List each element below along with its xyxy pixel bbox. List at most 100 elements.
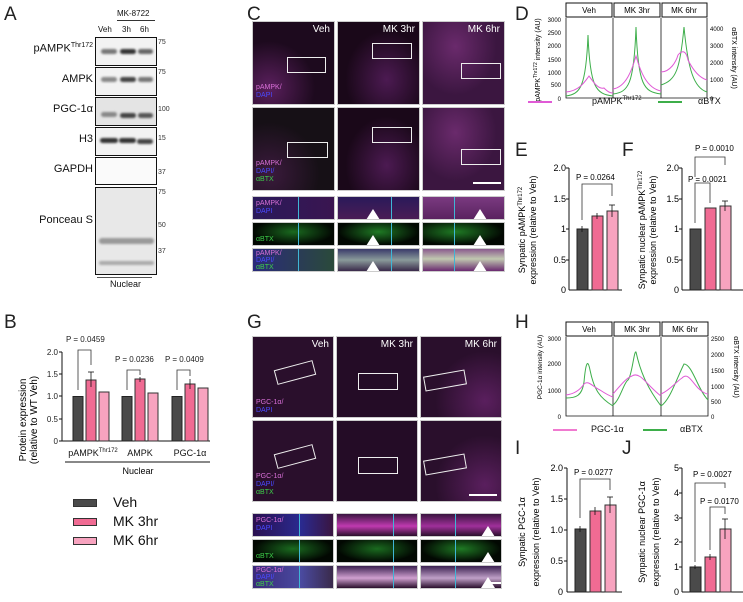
mw-marker: 75	[158, 69, 166, 76]
pvalue-j-1: P = 0.0170	[700, 497, 739, 506]
svg-text:1.0: 1.0	[47, 392, 59, 401]
svg-text:2: 2	[674, 537, 679, 547]
legend-label-mk3: MK 3hr	[113, 513, 159, 529]
blot-pampk	[95, 37, 157, 66]
facet-h-veh: Veh	[582, 325, 596, 334]
panel-label-b: B	[4, 312, 17, 333]
mw-marker: 100	[158, 106, 170, 113]
mw-marker: 75	[158, 189, 166, 196]
strip-c-mk6-1	[422, 196, 505, 220]
facet-d-veh: Veh	[582, 6, 596, 15]
svg-text:2000: 2000	[710, 61, 724, 67]
pvalue-f-2: P = 0.0010	[695, 144, 734, 153]
scale-bar	[473, 182, 501, 184]
svg-text:3000: 3000	[548, 18, 562, 24]
blot-gapdh	[95, 157, 157, 185]
svg-text:0.5: 0.5	[666, 255, 679, 265]
blot-pgc1a	[95, 97, 157, 126]
pvalue-f-1: P = 0.0021	[688, 175, 727, 184]
micrograph-c-veh-row1: Veh pAMPK/ DAPI	[252, 21, 335, 105]
svg-text:2500: 2500	[711, 337, 725, 343]
micrograph-c-veh-row2: pAMPK/ DAPI/ αBTX	[252, 107, 335, 191]
svg-text:2.0: 2.0	[47, 348, 59, 357]
row-label-pgc1a: PGC-1α	[53, 103, 93, 115]
strip-g-mk3-1	[336, 513, 418, 537]
strip-g-veh-3: PGC-1α/ DAPI/ αBTX	[252, 565, 334, 589]
strip-c-mk3-2	[337, 222, 420, 246]
legend-h-abtx: αBTX	[680, 424, 703, 434]
svg-text:1.5: 1.5	[553, 194, 566, 204]
svg-text:3000: 3000	[710, 44, 724, 50]
svg-text:0: 0	[558, 97, 562, 103]
svg-text:0.5: 0.5	[550, 556, 563, 566]
svg-text:1: 1	[674, 562, 679, 572]
chart-b-xlabel: Nuclear	[122, 466, 153, 475]
chart-d-legend: pAMPKThr172 αBTX	[528, 94, 728, 110]
svg-text:1000: 1000	[548, 71, 562, 77]
pvalue-b-3: P = 0.0409	[165, 355, 204, 364]
legend-label-mk6: MK 6hr	[113, 532, 159, 548]
panel-label-j: J	[622, 438, 632, 459]
svg-text:1.5: 1.5	[666, 194, 679, 204]
facet-h-mk6: MK 6hr	[672, 325, 698, 334]
chart-h-ylabel-right: αBTX intensity (AU)	[732, 336, 739, 398]
strip-c-mk6-3	[422, 248, 505, 272]
row-label-gapdh: GAPDH	[53, 163, 93, 175]
svg-text:1000: 1000	[711, 385, 725, 391]
panel-label-h: H	[515, 312, 529, 333]
row-label-ponceau: Ponceau S	[39, 214, 93, 226]
chart-f: Synpatic nuclear pAMPKThr172 expression (…	[637, 144, 743, 295]
row-label-h3: H3	[78, 133, 93, 145]
strip-g-mk6-2	[420, 539, 502, 563]
svg-text:1.5: 1.5	[550, 494, 563, 504]
micrograph-g-mk6-row1: MK 6hr	[420, 336, 502, 418]
svg-text:0: 0	[558, 415, 562, 420]
pvalue-b-1: P = 0.0459	[66, 335, 105, 344]
svg-text:0: 0	[674, 285, 679, 295]
strip-c-veh-1: pAMPK/ DAPI	[252, 196, 335, 220]
svg-text:2000: 2000	[548, 44, 562, 50]
facet-d-mk3: MK 3hr	[624, 6, 650, 15]
strip-g-mk6-1	[420, 513, 502, 537]
legend-swatch-veh	[73, 499, 97, 507]
pvalue-i: P = 0.0277	[574, 468, 613, 477]
chart-j: Synpatic nuclear PGC-1α expression (relat…	[637, 463, 743, 597]
svg-text:2.0: 2.0	[553, 163, 566, 173]
blot-ponceau	[95, 187, 157, 275]
micrograph-g-mk3-row1: MK 3hr	[336, 336, 418, 418]
mw-marker: 37	[158, 248, 166, 255]
lane-label-veh: Veh	[98, 25, 112, 34]
svg-text:2.0: 2.0	[666, 163, 679, 173]
svg-text:5: 5	[674, 463, 679, 473]
strip-c-veh-3: pAMPK/ DAPI/ αBTX	[252, 248, 335, 272]
fraction-line	[97, 277, 152, 278]
pvalue-e: P = 0.0264	[576, 173, 615, 182]
svg-text:0: 0	[674, 587, 679, 597]
strip-c-mk3-1	[337, 196, 420, 220]
fraction-label: Nuclear	[110, 279, 142, 289]
micrograph-g-mk6-row2	[420, 420, 502, 502]
legend-label-veh: Veh	[113, 494, 138, 510]
chart-e: Synpatic pAMPKThr172 expression (relative…	[517, 163, 622, 295]
micrograph-c-mk3-row1: MK 3hr	[337, 21, 420, 105]
micrograph-c-mk6-row1: MK 6hr	[422, 21, 505, 105]
panel-label-g: G	[247, 312, 262, 333]
svg-text:500: 500	[711, 400, 722, 406]
svg-text:2000: 2000	[711, 353, 725, 359]
panel-label-f: F	[622, 140, 634, 161]
pvalue-j-2: P = 0.0027	[693, 470, 732, 479]
chart-d: pAMPKThr172 intensity (AU) αBTX intensit…	[533, 2, 737, 103]
strip-c-veh-2: αBTX	[252, 222, 335, 246]
svg-text:1000: 1000	[548, 389, 562, 395]
facet-d-mk6: MK 6hr	[671, 6, 697, 15]
chart-h-ylabel-left: PGC-1α intensity (AU)	[537, 335, 544, 399]
category-ampk: AMPK	[127, 448, 153, 458]
chart-h: PGC-1α intensity (AU) αBTX intensity (AU…	[537, 321, 739, 420]
svg-text:1.0: 1.0	[550, 525, 563, 535]
strip-g-mk3-2	[336, 539, 418, 563]
strip-g-mk6-3	[420, 565, 502, 589]
svg-text:2000: 2000	[548, 362, 562, 368]
